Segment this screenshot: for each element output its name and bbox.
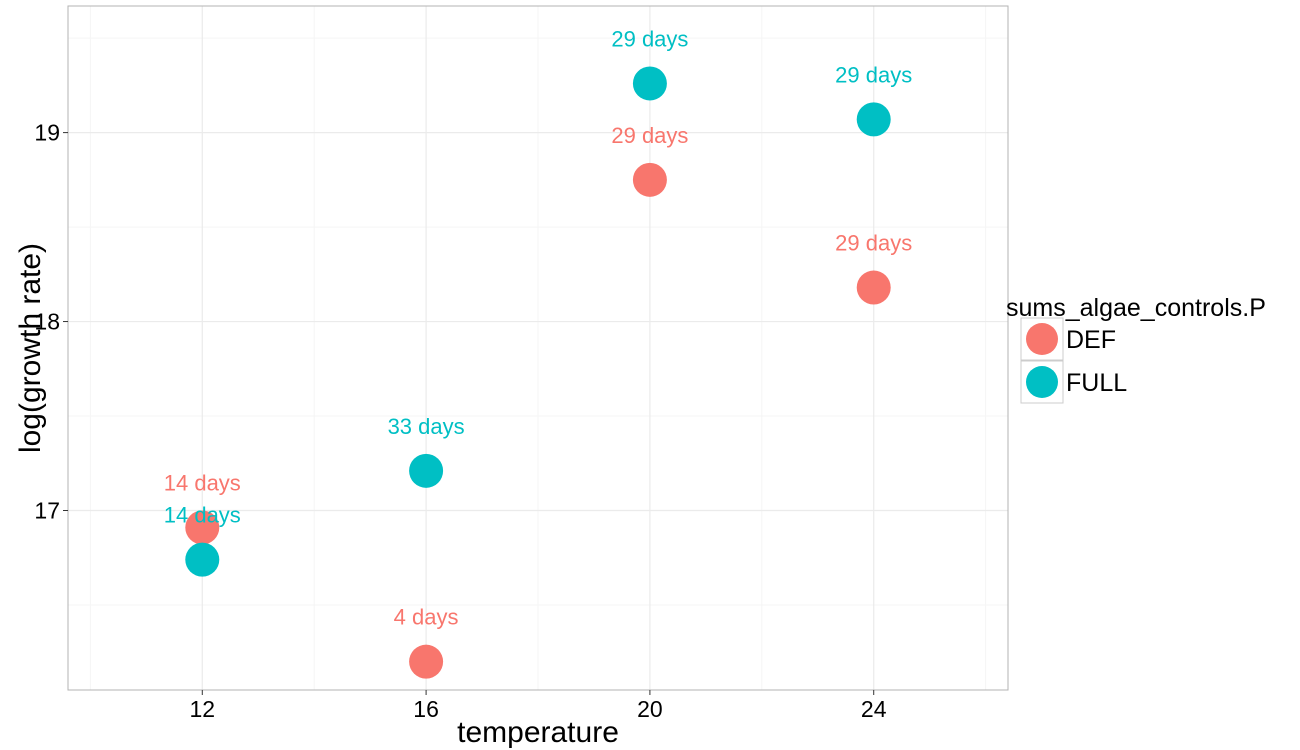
data-label-full: 29 days (835, 62, 912, 87)
point-labels: 14 days 4 days 29 days 29 days 14 days 33 day… (164, 26, 912, 629)
data-point-full (632, 66, 667, 101)
x-tick-label: 16 (413, 696, 439, 722)
data-point-def (409, 644, 444, 679)
y-tick-label: 18 (34, 309, 60, 335)
x-axis-title: temperature (457, 716, 619, 749)
data-point-full (856, 102, 891, 137)
y-tick-label: 19 (34, 120, 60, 146)
y-tick-label: 17 (34, 497, 60, 523)
data-point-def (856, 270, 891, 305)
x-tick-label: 12 (189, 696, 215, 722)
axis-ticks (63, 132, 875, 695)
data-label-def: 29 days (835, 231, 912, 256)
legend-title: sums_algae_controls.P (1006, 294, 1266, 322)
legend-marker-full (1026, 366, 1058, 398)
y-axis-title: log(growth rate) (14, 243, 47, 453)
legend: sums_algae_controls.P DEF FULL (1006, 294, 1266, 404)
data-label-full: 14 days (164, 503, 241, 528)
data-label-full: 29 days (611, 26, 688, 51)
legend-label-def: DEF (1066, 326, 1116, 354)
grid-minor (68, 6, 1008, 690)
data-point-full (409, 453, 444, 488)
legend-label-full: FULL (1066, 369, 1127, 397)
x-tick-label: 20 (637, 696, 663, 722)
data-point-def (185, 510, 220, 545)
data-point-def (632, 162, 667, 197)
tick-labels: 12 16 20 24 17 18 19 (34, 120, 886, 722)
data-points (185, 66, 891, 679)
data-label-def: 29 days (611, 123, 688, 148)
panel-border (67, 5, 1009, 691)
data-label-def: 4 days (394, 605, 459, 630)
data-label-def: 14 days (164, 471, 241, 496)
legend-marker-def (1026, 323, 1058, 355)
data-label-full: 33 days (388, 414, 465, 439)
legend-items: DEF FULL (1020, 317, 1127, 404)
x-tick-label: 24 (861, 696, 887, 722)
data-point-full (185, 542, 220, 577)
